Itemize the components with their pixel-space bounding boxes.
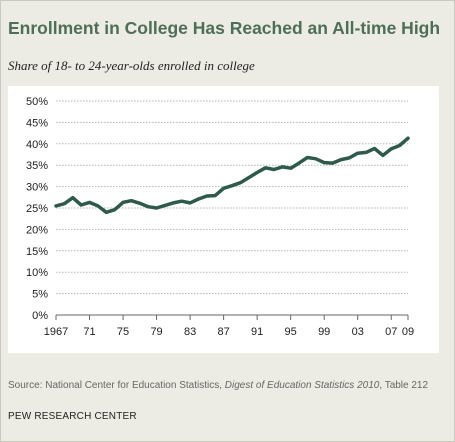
y-tick-label: 20% bbox=[26, 224, 48, 236]
data-point bbox=[314, 157, 317, 160]
data-point bbox=[339, 158, 342, 161]
data-point bbox=[331, 162, 334, 165]
source-suffix: , Table 212 bbox=[379, 380, 429, 391]
x-tick-label: 03 bbox=[352, 326, 364, 338]
data-point bbox=[365, 151, 368, 154]
data-point bbox=[197, 198, 200, 201]
x-tick-label: 91 bbox=[251, 326, 263, 338]
x-tick-label: 1967 bbox=[44, 326, 68, 338]
data-point bbox=[323, 161, 326, 164]
x-tick-label: 07 bbox=[385, 326, 397, 338]
data-point bbox=[298, 162, 301, 165]
x-tick-label: 75 bbox=[117, 326, 129, 338]
data-point bbox=[256, 171, 259, 174]
plot-panel: 0% 5% 10% 15% 20% 25% 30% 35% 40% 45% 50% 1967 71 75 7… bbox=[8, 86, 439, 353]
data-point bbox=[88, 201, 91, 204]
y-tick-label: 35% bbox=[26, 160, 48, 172]
data-point bbox=[147, 205, 150, 208]
x-tick-label: 71 bbox=[83, 326, 95, 338]
data-point bbox=[398, 144, 401, 147]
data-point bbox=[281, 165, 284, 168]
chart-title: Enrollment in College Has Reached an All… bbox=[8, 18, 441, 38]
data-point bbox=[390, 147, 393, 150]
data-point bbox=[155, 207, 158, 210]
line-chart: 0% 5% 10% 15% 20% 25% 30% 35% 40% 45% 50% 1967 71 75 7… bbox=[26, 96, 414, 338]
data-point bbox=[172, 201, 175, 204]
data-point bbox=[348, 156, 351, 159]
y-tick-label: 10% bbox=[26, 267, 48, 279]
data-point bbox=[407, 137, 410, 140]
data-point bbox=[239, 181, 242, 184]
data-point bbox=[80, 204, 83, 207]
source-publication: Digest of Education Statistics 2010 bbox=[224, 380, 380, 391]
data-point bbox=[205, 195, 208, 198]
data-point bbox=[180, 200, 183, 203]
series-line bbox=[54, 136, 410, 215]
data-point bbox=[105, 211, 108, 214]
data-point bbox=[289, 167, 292, 170]
data-point bbox=[163, 204, 166, 207]
y-tick-label: 30% bbox=[26, 182, 48, 194]
data-point bbox=[247, 176, 250, 179]
data-point bbox=[122, 201, 125, 204]
y-tick-label: 5% bbox=[32, 289, 48, 301]
data-point bbox=[96, 204, 99, 207]
data-point bbox=[306, 156, 309, 159]
x-tick-label: 79 bbox=[150, 326, 162, 338]
y-tick-label: 45% bbox=[26, 117, 48, 129]
source-note: Source: National Center for Education St… bbox=[8, 380, 438, 392]
chart-subtitle: Share of 18- to 24-year-olds enrolled in… bbox=[8, 58, 255, 73]
source-prefix: Source: National Center for Education St… bbox=[8, 380, 225, 391]
data-point bbox=[130, 199, 133, 202]
data-point bbox=[356, 152, 359, 155]
y-tick-label: 15% bbox=[26, 246, 48, 258]
organization-label: PEW RESEARCH CENTER bbox=[8, 411, 137, 422]
data-point bbox=[138, 202, 141, 205]
data-point bbox=[381, 154, 384, 157]
x-tick-label: 83 bbox=[184, 326, 196, 338]
data-point bbox=[63, 202, 66, 205]
x-tick-label: 87 bbox=[217, 326, 229, 338]
y-tick-label: 25% bbox=[26, 203, 48, 215]
data-point bbox=[222, 187, 225, 190]
data-point bbox=[214, 194, 217, 197]
data-point bbox=[264, 166, 267, 169]
y-tick-label: 40% bbox=[26, 139, 48, 151]
x-tick-label: 95 bbox=[285, 326, 297, 338]
data-point bbox=[231, 184, 234, 187]
data-point bbox=[189, 201, 192, 204]
data-point bbox=[55, 204, 58, 207]
data-point bbox=[272, 168, 275, 171]
y-tick-label: 50% bbox=[26, 96, 48, 108]
data-point bbox=[71, 196, 74, 199]
y-tick-label: 0% bbox=[32, 310, 48, 322]
x-tick-label: 09 bbox=[402, 326, 414, 338]
x-tick-label: 99 bbox=[318, 326, 330, 338]
data-point bbox=[113, 208, 116, 211]
data-point bbox=[373, 147, 376, 150]
